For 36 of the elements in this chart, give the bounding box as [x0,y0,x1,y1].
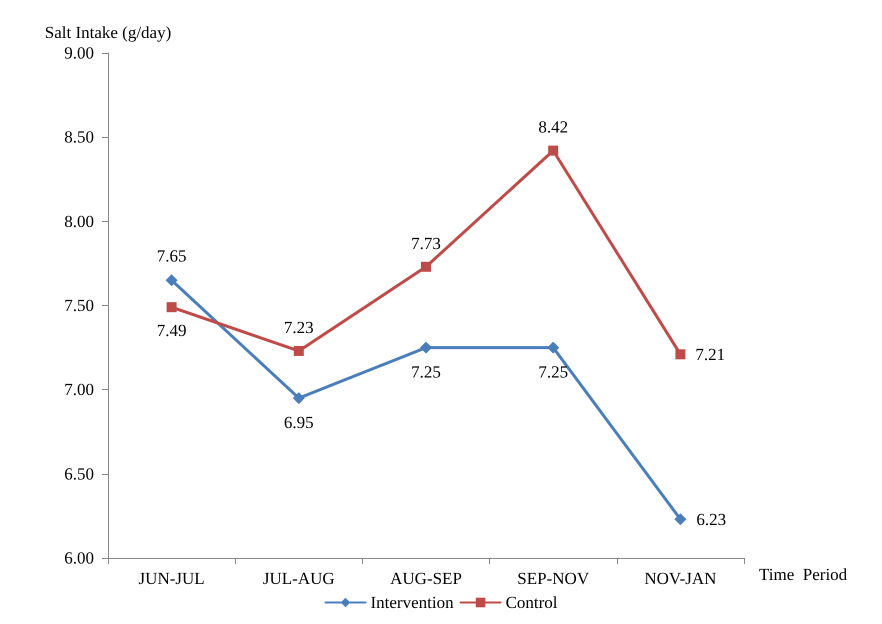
legend-label: Control [506,593,558,612]
x-tick-label: AUG-SEP [390,569,462,588]
data-label: 7.25 [538,362,568,382]
point [548,146,558,156]
x-tick-label: JUL-AUG [262,569,335,588]
data-label: 6.23 [696,510,726,529]
y-tick-label: 6.50 [64,464,94,484]
data-label: 7.25 [411,362,441,382]
point [675,349,686,360]
legend-label: Intervention [370,593,454,612]
data-label: 7.49 [156,321,186,340]
data-label: 8.42 [538,118,568,137]
data-label: 7.73 [411,234,441,253]
data-label: 7.23 [284,318,314,337]
x-tick-label: SEP-NOV [517,569,590,588]
data-label: 7.65 [156,246,186,266]
y-tick-label: 7.00 [64,380,94,400]
point [674,513,686,526]
y-axis-title: Salt Intake (g/day) [44,23,172,42]
data-label: 7.21 [695,344,726,364]
x-axis-title: Time Period [759,565,848,584]
point [292,392,305,404]
point [421,262,431,272]
point [420,342,432,354]
x-tick-label: NOV-JAN [644,569,716,588]
y-tick-label: 7.50 [64,296,94,315]
point [294,346,304,356]
y-tick-label: 9.00 [64,44,94,62]
y-tick-label: 6.00 [64,548,94,568]
x-tick-label: JUN-JUL [138,569,205,588]
y-tick-label: 8.00 [64,212,94,231]
data-label: 6.95 [284,413,314,432]
point [547,342,560,354]
point [166,302,177,312]
y-tick-label: 8.50 [64,128,94,147]
point [166,274,178,286]
